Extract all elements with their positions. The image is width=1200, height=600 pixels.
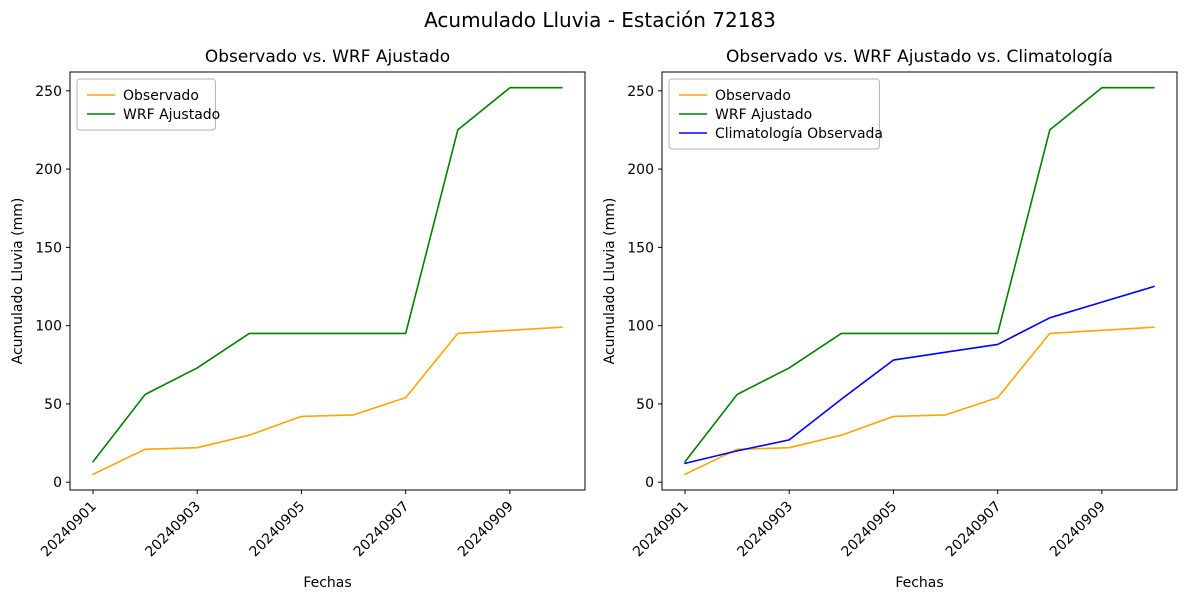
figure-title: Acumulado Lluvia - Estación 72183 [424, 8, 776, 32]
chart-observado-vs-wrf: 0 50 100 150 200 250 20240901 20240903 20240905 2… [10, 47, 586, 591]
series-line-observado [92, 326, 563, 476]
x-tick-label: 20240907 [943, 499, 1005, 561]
chart-canvas: 0 50 100 150 200 250 20240901 20240903 20240905 2… [10, 47, 586, 591]
legend-label: Climatología Observada [715, 126, 883, 142]
y-tick-label: 0 [53, 475, 62, 491]
x-tick-label: 20240905 [839, 499, 901, 561]
y-axis-label: Acumulado Lluvia (mm) [602, 198, 618, 365]
y-tick-label: 50 [636, 397, 654, 413]
y-tick-label: 200 [627, 162, 654, 178]
x-tick-label: 20240909 [455, 499, 517, 561]
y-tick-label: 250 [627, 84, 654, 100]
x-axis-label: Fechas [895, 575, 943, 591]
x-tick-label: 20240903 [734, 499, 796, 561]
legend: Observado WRF Ajustado Climatología Observ… [668, 78, 883, 150]
x-tick-label: 20240909 [1047, 499, 1109, 561]
y-tick-label: 50 [44, 397, 62, 413]
subplot-title: Observado vs. WRF Ajustado [205, 47, 450, 67]
legend-label: Observado [715, 88, 791, 104]
y-tick-label: 0 [645, 475, 654, 491]
y-axis-label: Acumulado Lluvia (mm) [10, 198, 26, 365]
x-axis-label: Fechas [303, 575, 351, 591]
legend-box [76, 78, 216, 131]
series-line-climatolog-a-observada [684, 285, 1155, 465]
legend-label: WRF Ajustado [123, 107, 220, 123]
legend-label: Observado [123, 88, 199, 104]
y-tick-label: 150 [627, 240, 654, 256]
series-line-wrf-ajustado [92, 86, 563, 463]
legend: Observado WRF Ajustado [76, 78, 220, 131]
x-tick-label: 20240901 [38, 499, 100, 561]
x-tick-label: 20240907 [351, 499, 413, 561]
legend-label: WRF Ajustado [715, 107, 812, 123]
legend-box [668, 78, 880, 150]
y-tick-label: 100 [627, 319, 654, 335]
y-tick-label: 150 [35, 240, 62, 256]
y-tick-label: 200 [35, 162, 62, 178]
series-line-wrf-ajustado [684, 86, 1155, 463]
chart-canvas: 0 50 100 150 200 250 20240901 20240903 20240905 2… [602, 47, 1178, 591]
y-tick-label: 250 [35, 84, 62, 100]
series-line-observado [684, 326, 1155, 476]
y-tick-label: 100 [35, 319, 62, 335]
x-tick-label: 20240901 [630, 499, 692, 561]
x-tick-label: 20240903 [142, 499, 204, 561]
subplot-title: Observado vs. WRF Ajustado vs. Climatolo… [726, 47, 1113, 67]
chart-observado-vs-wrf-vs-climatologia: 0 50 100 150 200 250 20240901 20240903 20240905 2… [600, 0, 1200, 600]
axes-spines [69, 71, 586, 491]
x-tick-label: 20240905 [247, 499, 309, 561]
axes-spines [661, 71, 1178, 491]
